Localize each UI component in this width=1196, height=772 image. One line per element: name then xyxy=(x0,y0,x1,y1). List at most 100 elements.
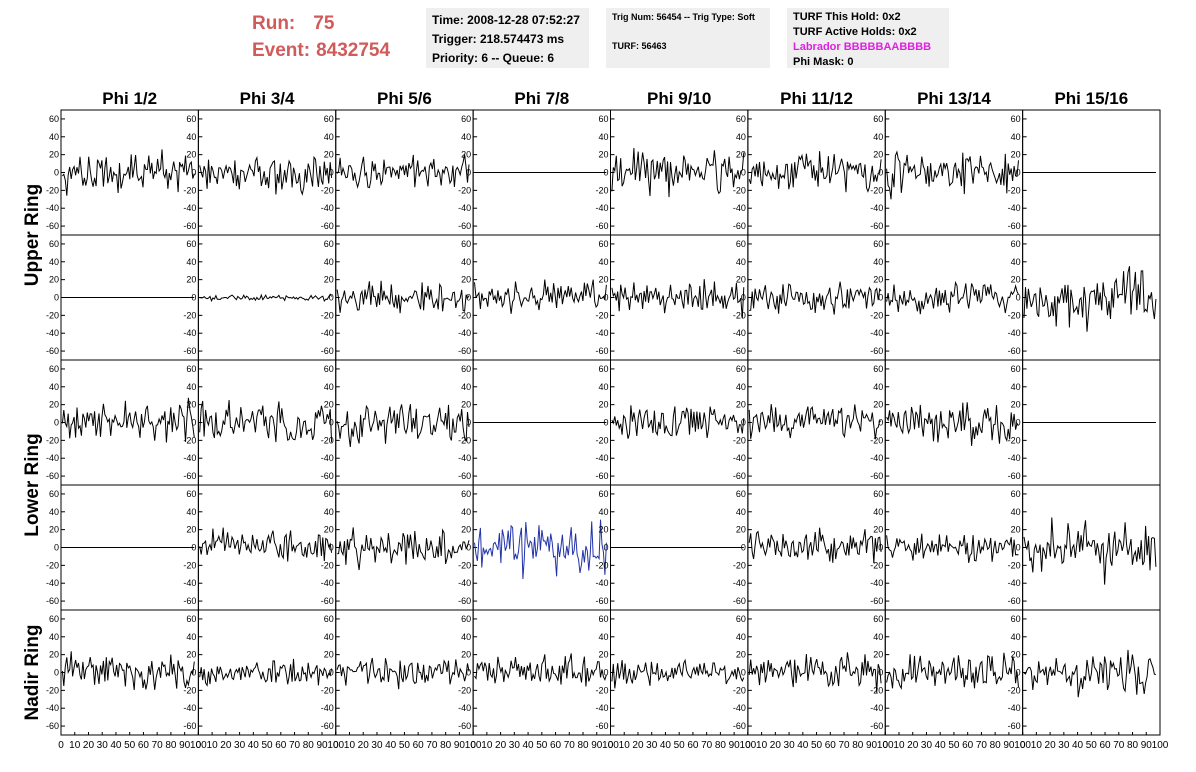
y-tick-label: -40 xyxy=(46,703,59,713)
x-tick-label: 20 xyxy=(495,740,507,751)
y-tick-label: 20 xyxy=(598,150,608,160)
y-tick-label: 60 xyxy=(49,239,59,249)
y-tick-label: -60 xyxy=(46,596,59,606)
waveform-trace xyxy=(336,154,470,189)
y-tick-label: 60 xyxy=(461,239,471,249)
y-tick-label: -20 xyxy=(733,310,746,320)
y-tick-label: 20 xyxy=(598,400,608,410)
y-tick-label: -40 xyxy=(870,453,883,463)
x-tick-label: 70 xyxy=(838,740,850,751)
y-tick-label: 0 xyxy=(466,418,471,428)
y-tick-label: -40 xyxy=(183,578,196,588)
y-tick-label: 60 xyxy=(873,114,883,124)
y-tick-label: 40 xyxy=(598,257,608,267)
y-tick-label: -60 xyxy=(183,346,196,356)
x-tick-label: 100 xyxy=(327,740,344,751)
y-tick-label: -20 xyxy=(1008,310,1021,320)
column-header: Phi 15/16 xyxy=(1054,89,1128,108)
y-tick-label: 40 xyxy=(49,632,59,642)
x-tick-label: 80 xyxy=(715,740,727,751)
y-tick-label: 0 xyxy=(54,168,59,178)
y-tick-label: 40 xyxy=(186,507,196,517)
y-tick-label: 0 xyxy=(1016,668,1021,678)
y-tick-label: -20 xyxy=(458,685,471,695)
y-tick-label: 0 xyxy=(191,293,196,303)
x-tick-label: 30 xyxy=(921,740,933,751)
y-tick-label: -20 xyxy=(595,685,608,695)
y-tick-label: -60 xyxy=(870,596,883,606)
y-tick-label: 60 xyxy=(461,114,471,124)
waveform-trace xyxy=(886,402,1019,446)
y-tick-label: 60 xyxy=(186,239,196,249)
y-tick-label: -60 xyxy=(46,471,59,481)
y-tick-label: -20 xyxy=(321,310,334,320)
x-tick-label: 0 xyxy=(608,740,614,751)
y-tick-label: 40 xyxy=(49,507,59,517)
y-tick-label: -20 xyxy=(183,435,196,445)
y-tick-label: 60 xyxy=(598,364,608,374)
x-tick-label: 0 xyxy=(196,740,202,751)
waveform-trace xyxy=(474,279,607,314)
y-tick-label: -60 xyxy=(733,471,746,481)
y-tick-label: 60 xyxy=(598,614,608,624)
y-tick-label: -40 xyxy=(733,203,746,213)
y-tick-label: 60 xyxy=(49,614,59,624)
y-tick-label: 0 xyxy=(466,293,471,303)
y-tick-label: -20 xyxy=(46,185,59,195)
x-tick-label: 0 xyxy=(882,740,888,751)
y-tick-label: -60 xyxy=(46,721,59,731)
time-info-box: Time: 2008-12-28 07:52:27 Trigger: 218.5… xyxy=(426,8,589,68)
y-tick-label: 0 xyxy=(54,418,59,428)
y-tick-label: -20 xyxy=(46,310,59,320)
y-tick-label: -60 xyxy=(183,596,196,606)
y-tick-label: -60 xyxy=(183,221,196,231)
y-tick-label: 40 xyxy=(736,257,746,267)
x-tick-label: 90 xyxy=(729,740,741,751)
row-label: Upper Ring xyxy=(22,184,43,286)
y-tick-label: -40 xyxy=(183,203,196,213)
y-tick-label: 40 xyxy=(873,382,883,392)
y-tick-label: 60 xyxy=(49,364,59,374)
x-tick-label: 30 xyxy=(784,740,796,751)
y-tick-label: -20 xyxy=(46,435,59,445)
time-text: Time: 2008-12-28 07:52:27 xyxy=(432,13,580,27)
y-tick-label: 20 xyxy=(1011,525,1021,535)
phi-mask-text: Phi Mask: 0 xyxy=(793,56,854,68)
x-tick-label: 80 xyxy=(577,740,589,751)
y-tick-label: 40 xyxy=(1011,132,1021,142)
y-tick-label: 20 xyxy=(736,525,746,535)
y-tick-label: -60 xyxy=(458,346,471,356)
y-tick-label: 0 xyxy=(603,168,608,178)
y-tick-label: 20 xyxy=(461,400,471,410)
y-tick-label: -40 xyxy=(870,203,883,213)
y-tick-label: 40 xyxy=(49,382,59,392)
y-tick-label: 20 xyxy=(873,525,883,535)
x-tick-label: 10 xyxy=(69,740,81,751)
waveform-trace xyxy=(748,527,882,564)
y-tick-label: -20 xyxy=(1008,560,1021,570)
y-tick-label: 20 xyxy=(461,525,471,535)
run-value: 75 xyxy=(313,13,335,34)
y-tick-label: -20 xyxy=(183,310,196,320)
y-tick-label: 60 xyxy=(736,364,746,374)
y-tick-label: 20 xyxy=(186,525,196,535)
panel-frame xyxy=(610,609,749,736)
y-tick-label: -40 xyxy=(733,578,746,588)
y-tick-label: -20 xyxy=(458,435,471,445)
y-tick-label: 60 xyxy=(49,489,59,499)
y-tick-label: -20 xyxy=(1008,685,1021,695)
x-tick-label: 50 xyxy=(811,740,823,751)
y-tick-label: -40 xyxy=(1008,328,1021,338)
waveform-trace xyxy=(1023,266,1157,332)
x-tick-label: 70 xyxy=(701,740,713,751)
y-tick-label: 0 xyxy=(1016,168,1021,178)
x-tick-label: 100 xyxy=(1152,740,1169,751)
x-tick-label: 10 xyxy=(619,740,631,751)
x-tick-label: 60 xyxy=(413,740,425,751)
x-tick-label: 50 xyxy=(1086,740,1098,751)
y-tick-label: -40 xyxy=(870,703,883,713)
x-tick-label: 0 xyxy=(745,740,751,751)
x-tick-label: 30 xyxy=(371,740,383,751)
y-tick-label: 20 xyxy=(598,525,608,535)
y-tick-label: 20 xyxy=(736,275,746,285)
